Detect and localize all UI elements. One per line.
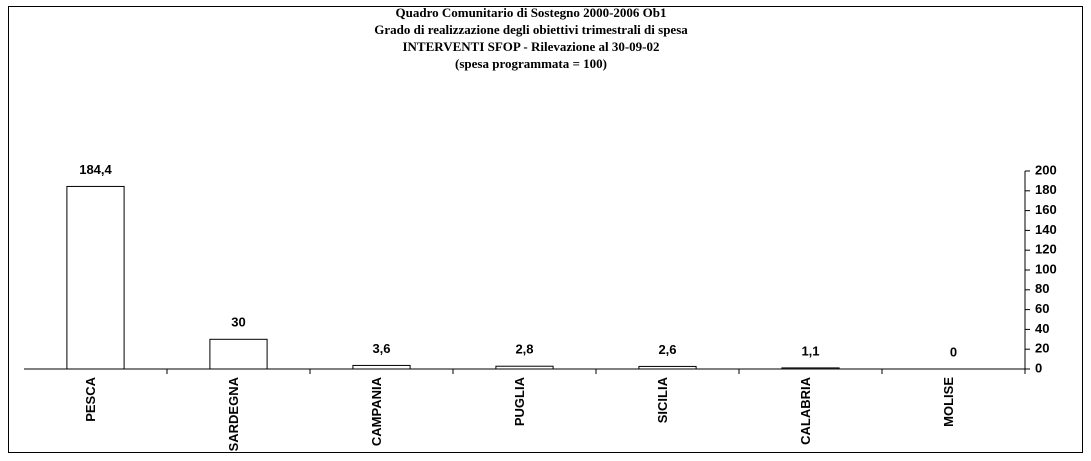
value-label: 30 [231,315,245,330]
chart-title: Quadro Comunitario di Sostegno 2000-2006… [396,5,667,20]
x-tick-label: PESCA [83,376,98,421]
value-label: 0 [950,344,957,359]
y-tick-label: 40 [1035,321,1049,336]
x-tick-label: SICILIA [655,376,670,423]
value-label: 184,4 [79,162,112,177]
y-tick-label: 200 [1035,162,1057,177]
chart-title: Grado di realizzazione degli obiettivi t… [374,22,688,37]
y-tick-label: 60 [1035,301,1049,316]
bar [209,338,268,370]
x-tick-label: CALABRIA [798,376,813,444]
value-label: 2,8 [515,342,533,357]
y-tick-label: 140 [1035,222,1057,237]
value-label: 3,6 [372,341,390,356]
x-tick-label: SARDEGNA [226,376,241,451]
y-tick-label: 100 [1035,261,1057,276]
chart-title: (spesa programmata = 100) [455,56,607,71]
y-tick-label: 120 [1035,242,1057,257]
y-tick-label: 180 [1035,182,1057,197]
bar [66,185,125,370]
x-tick-label: PUGLIA [512,376,527,426]
y-tick-label: 80 [1035,281,1049,296]
bar [781,367,840,370]
value-label: 2,6 [658,342,676,357]
x-tick-label: MOLISE [941,377,956,427]
bar [352,364,411,370]
y-tick-label: 160 [1035,202,1057,217]
y-tick-label: 0 [1035,360,1042,375]
chart-title: INTERVENTI SFOP - Rilevazione al 30-09-0… [402,39,659,54]
bar [638,365,697,370]
y-tick-label: 20 [1035,341,1049,356]
value-label: 1,1 [801,343,819,358]
x-tick-label: CAMPANIA [369,376,384,446]
chart-frame [8,6,1083,453]
bar [495,365,554,370]
